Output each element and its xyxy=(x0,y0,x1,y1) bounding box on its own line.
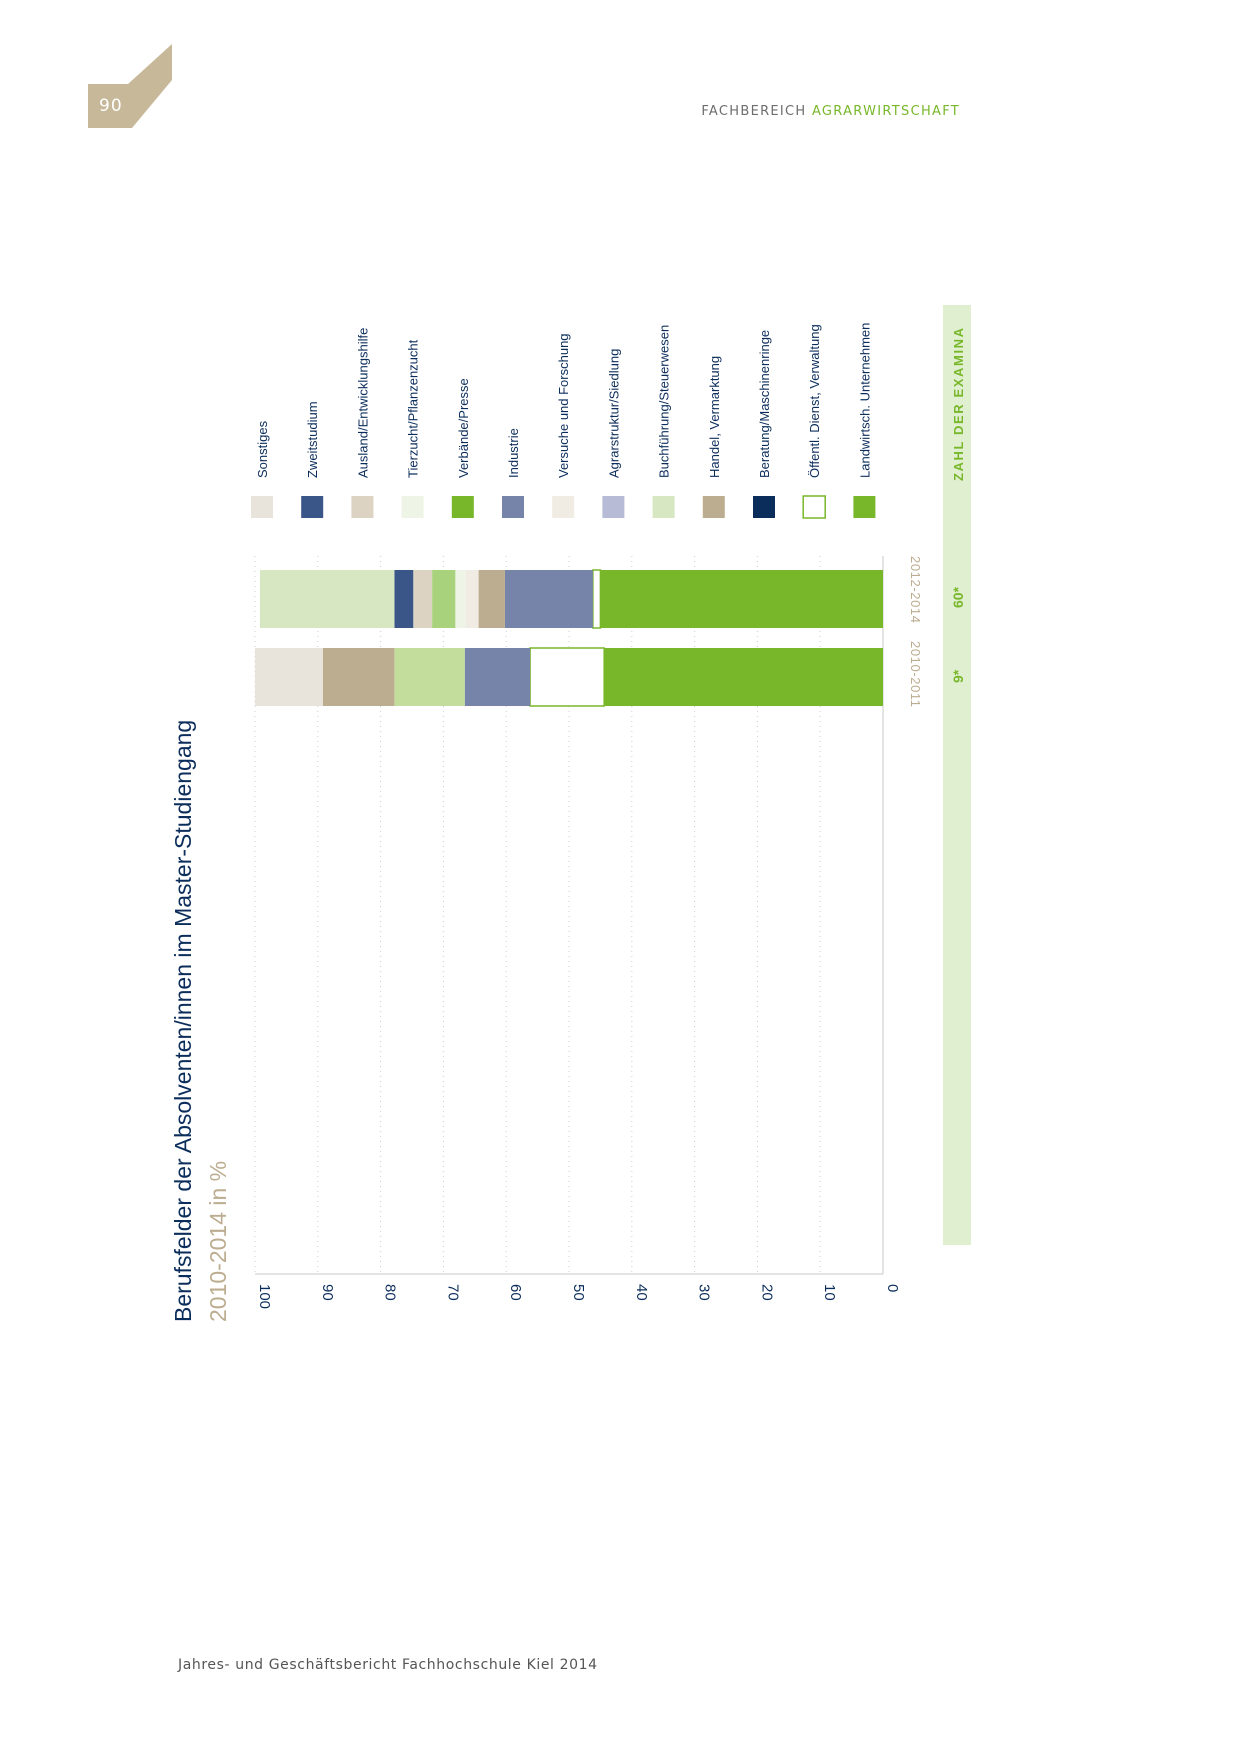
legend-swatch xyxy=(552,496,575,518)
legend-label: Ausland/Entwicklungshilfe xyxy=(355,328,370,478)
legend-label: Beratung/Maschinenringe xyxy=(757,330,772,478)
legend-swatch xyxy=(502,496,524,518)
bar-segment xyxy=(255,648,323,706)
exam-count-label: ZAHL DER EXAMINA xyxy=(951,326,966,481)
legend-label: Agrarstruktur/Siedlung xyxy=(606,349,621,478)
section-header-accent: AGRARWIRTSCHAFT xyxy=(811,104,960,119)
bars-layer xyxy=(255,569,883,707)
section-header: FACHBEREICH AGRARWIRTSCHAFT xyxy=(701,104,960,119)
legend-label: Versuche und Forschung xyxy=(556,333,571,478)
legend-label: Verbände/Presse xyxy=(456,378,471,478)
legend-swatch xyxy=(251,496,273,518)
legend-swatch xyxy=(802,495,826,519)
bar-segment xyxy=(465,570,479,628)
bar-segment xyxy=(413,570,433,628)
value-axis-tick-label: 10 xyxy=(821,1284,838,1301)
exam-count-band-bg xyxy=(943,305,971,1245)
value-axis-tick-label: 60 xyxy=(507,1284,524,1301)
legend-swatch xyxy=(753,496,775,518)
bar-segment xyxy=(432,570,456,628)
value-axis-tick-label: 100 xyxy=(256,1284,273,1309)
legend-swatch xyxy=(351,496,374,518)
bar-segment xyxy=(455,570,466,628)
legend-label: Landwirtsch. Unternehmen xyxy=(857,323,872,478)
value-axis-tick-label: 0 xyxy=(884,1284,901,1292)
bar-segment xyxy=(529,647,605,707)
legend-label: Öffentl. Dienst, Verwaltung xyxy=(807,324,822,478)
value-axis-tick-label: 70 xyxy=(444,1284,461,1301)
bar-segment xyxy=(322,648,395,706)
legend-swatch xyxy=(702,496,725,518)
bar-segment xyxy=(394,570,414,628)
bar-segment xyxy=(260,570,395,628)
legend-label: Industrie xyxy=(506,428,521,478)
legend-swatch xyxy=(301,496,324,518)
category-label: 2010-2011 xyxy=(908,641,923,708)
legend-swatch xyxy=(652,496,675,518)
value-axis-tick-label: 40 xyxy=(633,1284,650,1301)
legend: Sonstiges Zweitstudium Ausland/Entwicklung… xyxy=(251,323,876,519)
footer-text: Jahres- und Geschäftsbericht Fachhochsch… xyxy=(178,1657,598,1673)
legend-swatch xyxy=(401,496,424,518)
value-axis-tick-label: 20 xyxy=(758,1284,775,1301)
legend-label: Handel, Vermarktung xyxy=(707,356,722,478)
value-axis-tick-label: 30 xyxy=(696,1284,713,1301)
bar-segment xyxy=(592,569,602,629)
chart-subtitle: 2010-2014 in % xyxy=(205,1161,231,1322)
legend-label: Tierzucht/Pflanzenzucht xyxy=(406,339,421,478)
value-axis-tick-label: 50 xyxy=(570,1284,587,1301)
bar-segment xyxy=(464,648,531,706)
value-axis-tick-label: 90 xyxy=(319,1284,336,1301)
legend-label: Buchführung/Steuerwesen xyxy=(657,325,672,478)
exam-count-value: 60* xyxy=(950,586,966,608)
bar-segment xyxy=(504,570,593,628)
page-badge-shape xyxy=(88,44,172,128)
value-axis-tick-label: 80 xyxy=(382,1284,399,1301)
exam-count-value: 9* xyxy=(950,669,966,683)
page-number: 90 xyxy=(99,96,123,116)
bar-segment xyxy=(604,648,883,706)
legend-label: Sonstiges xyxy=(255,420,270,478)
chart-title: Berufsfelder der Absolventen/innen im Ma… xyxy=(170,720,196,1322)
legend-label: Zweitstudium xyxy=(305,401,320,478)
bar-segment xyxy=(394,648,465,706)
bar-segment xyxy=(478,570,505,628)
bar-segment xyxy=(600,570,883,628)
exam-count-band xyxy=(943,305,971,1245)
section-header-prefix: FACHBEREICH xyxy=(701,104,807,119)
category-label: 2012-2014 xyxy=(908,556,923,624)
legend-swatch xyxy=(451,496,474,518)
legend-swatch xyxy=(602,496,625,518)
chart-text: Berufsfelder der Absolventen/innen im Ma… xyxy=(170,326,966,1322)
legend-swatch xyxy=(853,496,876,518)
